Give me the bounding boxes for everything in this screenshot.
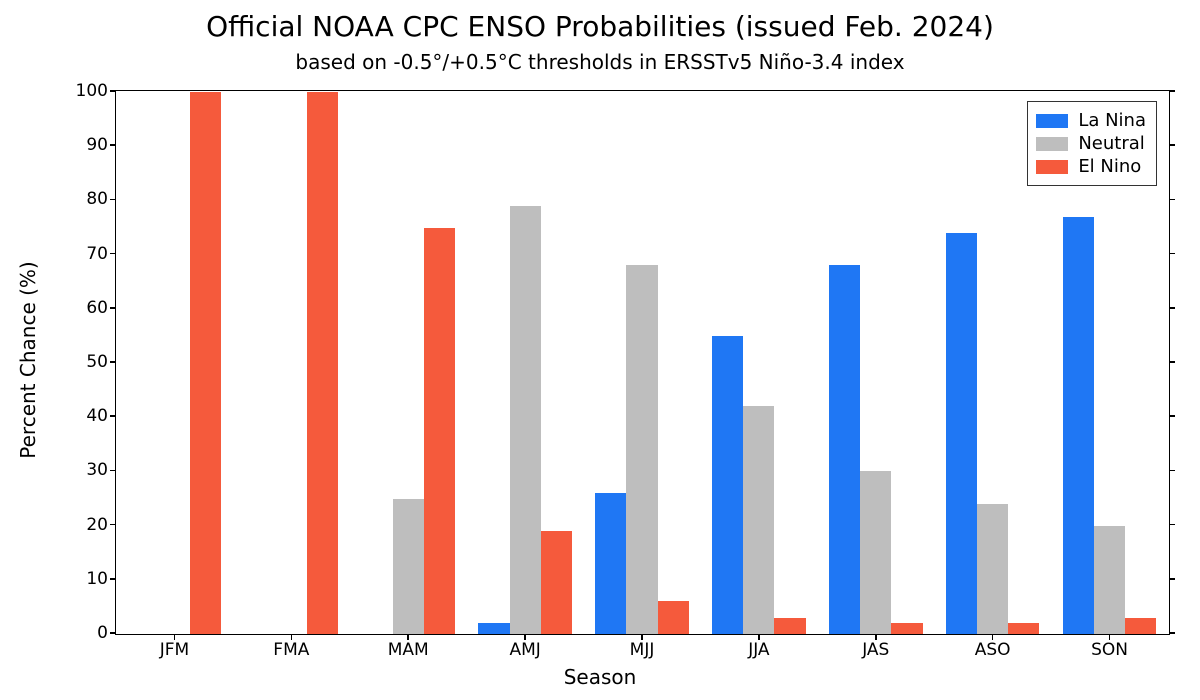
y-tick-mark [1169,90,1175,92]
bar [1094,526,1125,634]
bar [712,336,743,634]
legend-label: La Nina [1078,110,1146,131]
x-tick-label: MJJ [630,634,655,660]
bar [595,493,626,634]
bar [891,623,922,634]
chart-title: Official NOAA CPC ENSO Probabilities (is… [0,10,1200,43]
bar [510,206,541,634]
chart-subtitle: based on -0.5°/+0.5°C thresholds in ERSS… [0,50,1200,74]
y-tick-label: 60 [86,298,116,318]
y-tick-label: 0 [97,623,116,643]
bar [393,499,424,635]
y-tick-label: 90 [86,135,116,155]
legend-row: Neutral [1036,133,1146,154]
x-tick-label: ASO [975,634,1011,660]
bar [946,233,977,634]
y-tick-label: 10 [86,569,116,589]
y-tick-mark [1169,415,1175,417]
bar [829,265,860,634]
y-tick-mark [1169,578,1175,580]
bar [1125,618,1156,634]
legend-swatch [1036,137,1068,151]
y-tick-mark [1169,524,1175,526]
x-axis-label: Season [564,665,637,689]
x-tick-label: FMA [273,634,309,660]
bar [977,504,1008,634]
bar [743,406,774,634]
x-tick-label: JJA [748,634,769,660]
bar [1063,217,1094,634]
y-tick-label: 80 [86,189,116,209]
y-tick-label: 40 [86,406,116,426]
bar [1008,623,1039,634]
bar [424,228,455,635]
x-tick-label: AMJ [509,634,540,660]
y-tick-label: 100 [76,81,116,101]
bar [860,471,891,634]
x-tick-label: JAS [862,634,889,660]
bar [626,265,657,634]
y-tick-mark [1169,253,1175,255]
y-tick-mark [1169,144,1175,146]
plot-area: La NinaNeutralEl Nino 010203040506070809… [115,90,1170,635]
legend-swatch [1036,114,1068,128]
legend: La NinaNeutralEl Nino [1027,101,1157,186]
x-tick-label: JFM [160,634,189,660]
legend-swatch [1036,160,1068,174]
legend-label: Neutral [1078,133,1144,154]
y-tick-label: 50 [86,352,116,372]
y-tick-mark [1169,361,1175,363]
y-tick-mark [1169,470,1175,472]
x-tick-label: SON [1091,634,1128,660]
y-tick-label: 70 [86,244,116,264]
y-axis-label: Percent Chance (%) [16,261,40,458]
bar [307,92,338,634]
bar [190,92,221,634]
y-tick-label: 20 [86,515,116,535]
x-tick-label: MAM [388,634,429,660]
chart-frame: Official NOAA CPC ENSO Probabilities (is… [0,0,1200,700]
legend-label: El Nino [1078,156,1141,177]
bar [774,618,805,634]
y-tick-label: 30 [86,460,116,480]
legend-row: El Nino [1036,156,1146,177]
bar [478,623,509,634]
y-tick-mark [1169,632,1175,634]
bar [658,601,689,634]
y-tick-mark [1169,199,1175,201]
bar [541,531,572,634]
legend-row: La Nina [1036,110,1146,131]
y-tick-mark [1169,307,1175,309]
